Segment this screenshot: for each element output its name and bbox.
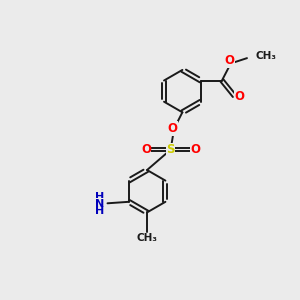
Text: O: O	[225, 54, 235, 67]
Text: H: H	[94, 192, 104, 202]
Text: N: N	[94, 199, 104, 209]
Text: S: S	[167, 143, 175, 156]
Text: O: O	[235, 91, 244, 103]
Text: O: O	[190, 143, 200, 156]
Text: O: O	[141, 143, 151, 156]
Text: CH₃: CH₃	[136, 233, 158, 243]
Text: O: O	[168, 122, 178, 135]
Text: H: H	[94, 206, 104, 216]
Text: CH₃: CH₃	[255, 51, 276, 62]
